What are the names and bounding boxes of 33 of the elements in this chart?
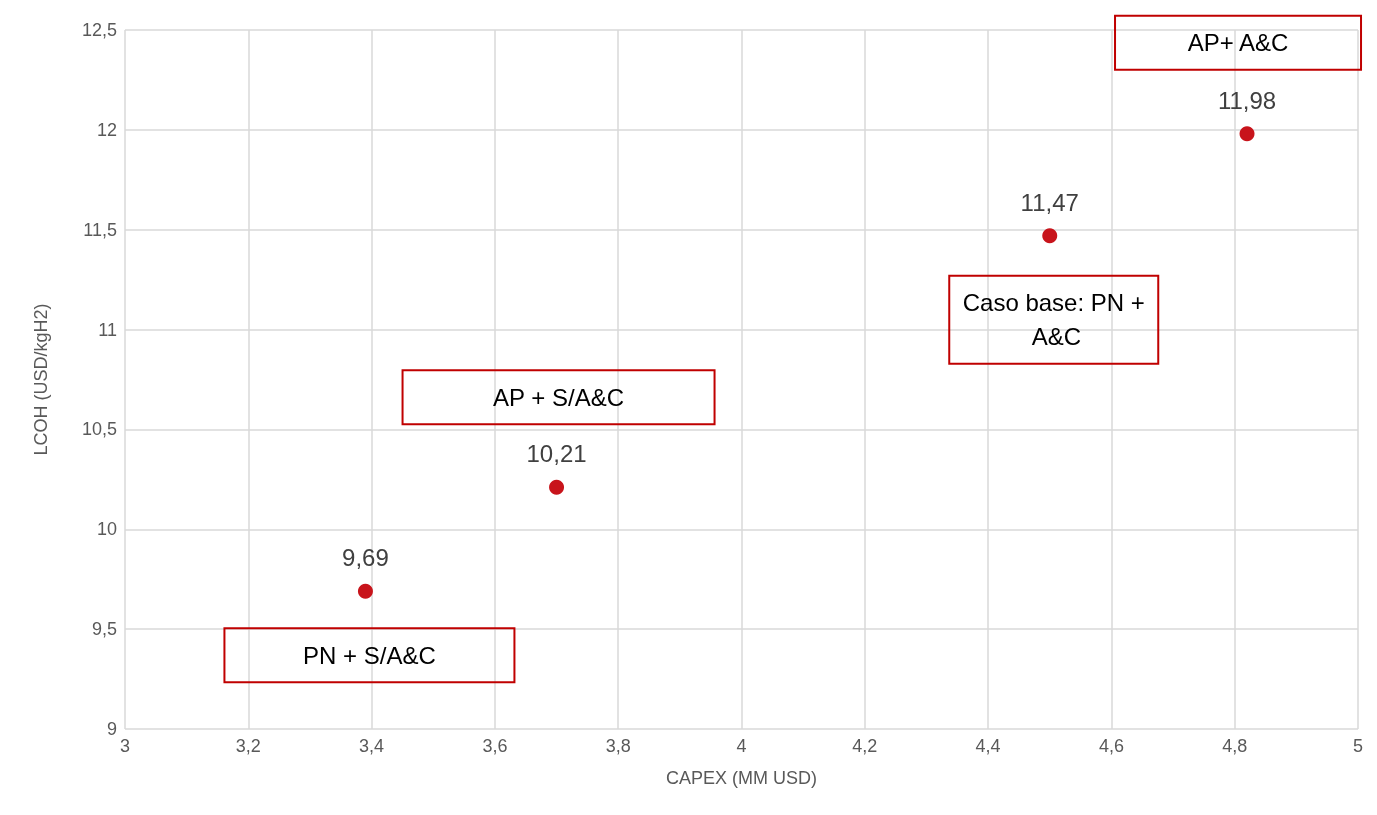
x-tick-label: 5 [1352, 736, 1364, 756]
x-tick-label: 3,6 [482, 736, 508, 756]
y-tick-label: 9,5 [91, 619, 117, 640]
annotation: AP+ A&C [1187, 29, 1289, 57]
x-tick-label: 3,4 [359, 736, 385, 756]
annotation: Caso base: PN + A&C [962, 289, 1145, 351]
x-tick-label: 3,8 [605, 736, 631, 756]
y-axis-title: LCOH (USD/kgH2) [31, 303, 51, 456]
point [1239, 126, 1255, 142]
annotation: AP + S/A&C [493, 383, 625, 411]
x-axis-title: CAPEX (MM USD) [665, 768, 818, 788]
point [357, 583, 373, 599]
y-tick-label: 9 [106, 719, 117, 739]
data-label: 11,47 [1020, 188, 1079, 216]
y-tick-label: 10 [96, 519, 117, 540]
annotation: PN + S/A&C [303, 641, 436, 669]
x-tick-label: 4,6 [1098, 736, 1124, 756]
data-label: 10,21 [526, 440, 587, 468]
x-tick-label: 4 [736, 736, 747, 756]
y-tick-label: 11,5 [83, 219, 117, 240]
y-tick-label: 11 [98, 319, 117, 340]
x-tick-label: 3 [119, 736, 131, 756]
point [1042, 228, 1058, 244]
data-label: 11,98 [1217, 86, 1277, 114]
y-tick-label: 12,5 [81, 20, 117, 40]
y-tick-label: 10,5 [81, 419, 117, 440]
x-tick-label: 4,2 [852, 736, 878, 756]
x-tick-label: 3,2 [235, 736, 261, 756]
point [549, 479, 565, 495]
y-tick-label: 12 [96, 119, 117, 140]
data-label: 9,69 [342, 544, 389, 572]
x-tick-label: 4,4 [975, 736, 1001, 756]
x-tick-label: 4,8 [1222, 736, 1248, 756]
